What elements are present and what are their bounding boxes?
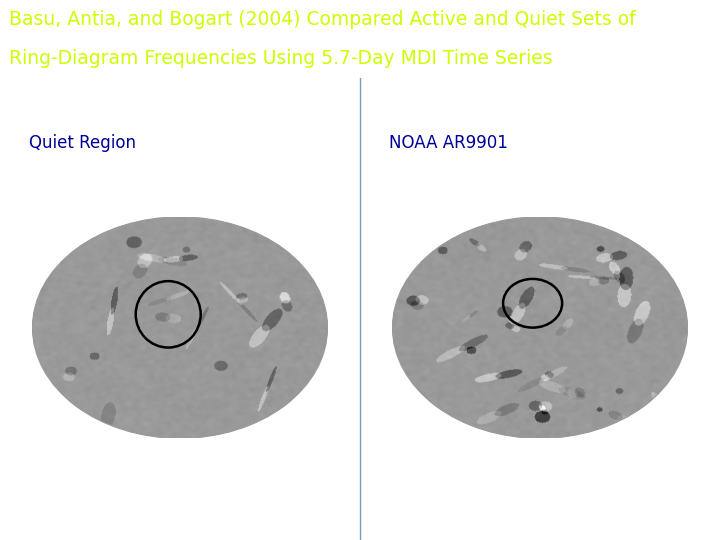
Text: NOAA AR9901: NOAA AR9901 [389,134,508,152]
Text: Basu, Antia, and Bogart (2004) Compared Active and Quiet Sets of: Basu, Antia, and Bogart (2004) Compared … [9,10,635,29]
Text: Ring-Diagram Frequencies Using 5.7-Day MDI Time Series: Ring-Diagram Frequencies Using 5.7-Day M… [9,49,552,68]
Text: Quiet Region: Quiet Region [29,134,136,152]
